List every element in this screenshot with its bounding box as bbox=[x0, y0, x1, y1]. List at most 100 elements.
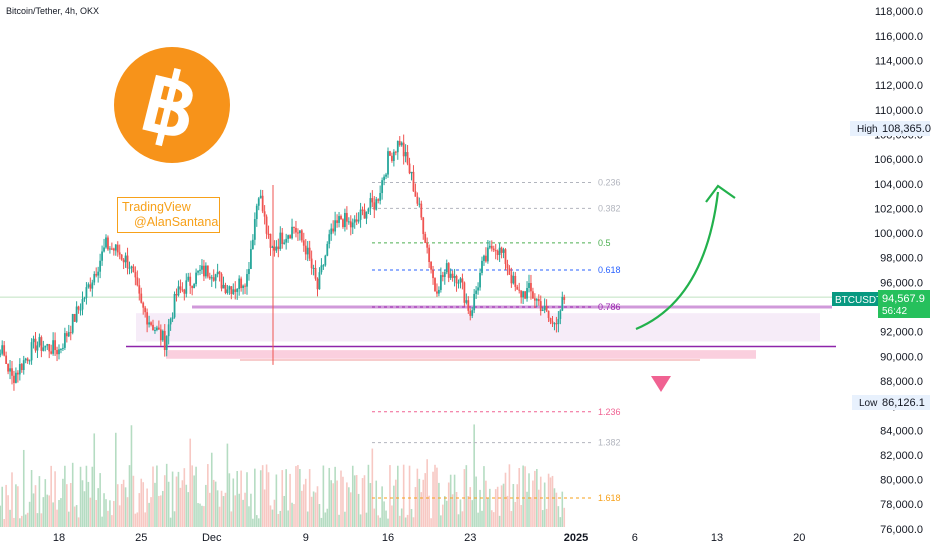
volume-bar bbox=[140, 478, 143, 527]
candle-body bbox=[293, 226, 295, 228]
fib-retracement[interactable]: 0.236 0.382 0.5 0.618 0.786 1.236 1.382 1.618 bbox=[372, 178, 621, 504]
candle-body bbox=[261, 195, 264, 212]
candle-body bbox=[500, 247, 503, 253]
volume-bar bbox=[9, 509, 11, 527]
volume-bar bbox=[549, 477, 552, 527]
candle-body bbox=[451, 273, 454, 278]
candle-body bbox=[240, 278, 243, 289]
candle-body bbox=[557, 318, 560, 325]
candle-body bbox=[232, 289, 235, 294]
candle-body bbox=[11, 368, 13, 376]
candle-body bbox=[89, 284, 92, 289]
volume-bar bbox=[38, 476, 41, 527]
price-axis[interactable]: 118,000.0 116,000.0 114,000.0 112,000.0 110,… bbox=[874, 6, 923, 536]
candle-body bbox=[287, 235, 290, 239]
candle-body bbox=[99, 260, 102, 272]
volume-bar bbox=[396, 465, 399, 527]
volume-bar bbox=[400, 508, 403, 527]
candle-body bbox=[408, 163, 411, 174]
candle-body bbox=[543, 305, 546, 310]
candle-body bbox=[530, 283, 532, 292]
candle-body bbox=[101, 251, 103, 261]
low-value: 86,126.1 bbox=[882, 397, 925, 409]
y-tick-label: 102,000.0 bbox=[874, 203, 923, 215]
time-axis[interactable]: 18 25 Dec 9 16 23 2025 6 13 20 bbox=[53, 532, 806, 544]
volume-bar bbox=[28, 501, 31, 527]
candle-body bbox=[347, 221, 350, 223]
candle-body bbox=[398, 140, 401, 146]
volume-bar bbox=[545, 508, 548, 527]
volume-bar bbox=[156, 465, 158, 527]
candle-body bbox=[152, 324, 154, 331]
candle-body bbox=[375, 199, 378, 210]
volume-bar bbox=[34, 485, 37, 527]
candle-body bbox=[159, 329, 162, 341]
candle-body bbox=[345, 212, 348, 222]
volume-bar bbox=[75, 505, 78, 527]
candle-body bbox=[392, 151, 395, 161]
candle-body bbox=[383, 176, 385, 181]
volume-bar bbox=[71, 462, 74, 527]
candle-body bbox=[201, 265, 203, 270]
candle-body bbox=[142, 302, 145, 308]
volume-bar bbox=[355, 475, 358, 527]
x-tick-label: 23 bbox=[464, 532, 476, 544]
candle-body bbox=[410, 171, 413, 174]
candle-body bbox=[324, 255, 327, 266]
candle-body bbox=[3, 345, 6, 356]
candle-body bbox=[71, 314, 74, 333]
candle-body bbox=[50, 351, 53, 354]
volume-bar bbox=[440, 515, 442, 527]
candle-body bbox=[275, 246, 278, 251]
y-tick-label: 98,000.0 bbox=[880, 253, 923, 265]
volume-bar bbox=[193, 475, 195, 527]
candle-body bbox=[306, 247, 309, 255]
candle-body bbox=[389, 151, 391, 156]
bitcoin-logo-icon: ฿ bbox=[114, 47, 230, 163]
volume-bar bbox=[210, 452, 213, 527]
candle-body bbox=[379, 193, 382, 201]
volume-bar bbox=[537, 489, 540, 527]
candle-body bbox=[248, 268, 250, 275]
volume-bar bbox=[20, 515, 23, 527]
candle-body bbox=[265, 216, 268, 234]
volume-bar bbox=[353, 475, 356, 527]
x-tick-label: 18 bbox=[53, 532, 65, 544]
volume-bar bbox=[469, 487, 472, 527]
candle-body bbox=[467, 300, 470, 311]
bar-countdown: 56:42 bbox=[882, 306, 907, 317]
candle-body bbox=[400, 142, 403, 146]
volume-bar bbox=[89, 497, 92, 527]
candle-body bbox=[508, 268, 511, 275]
candle-body bbox=[69, 332, 72, 334]
volume-bar bbox=[418, 478, 421, 527]
volume-bar bbox=[510, 511, 513, 527]
candle-body bbox=[116, 244, 119, 253]
y-tick-label: 112,000.0 bbox=[875, 80, 923, 92]
high-value: 108,365.0 bbox=[882, 123, 931, 135]
candle-body bbox=[234, 289, 237, 292]
volume-bar bbox=[17, 486, 19, 527]
candle-body bbox=[492, 248, 495, 251]
volume-bar bbox=[207, 464, 209, 527]
candle-body bbox=[156, 327, 158, 330]
volume-bar bbox=[520, 505, 522, 527]
volume-bar bbox=[342, 476, 344, 527]
volume-bar bbox=[46, 494, 49, 527]
volume-bar bbox=[459, 499, 462, 527]
volume-bar bbox=[87, 481, 90, 527]
last-price: 94,567.9 bbox=[882, 293, 925, 305]
volume-bar bbox=[120, 483, 123, 527]
annotations bbox=[635, 184, 736, 392]
candle-body bbox=[365, 211, 368, 219]
volume-bar bbox=[295, 466, 297, 527]
volume-bar bbox=[160, 495, 162, 527]
candle-body bbox=[226, 289, 229, 293]
volume-bar bbox=[379, 517, 381, 527]
volume-bar bbox=[402, 464, 405, 527]
candle-body bbox=[353, 219, 356, 223]
volume-bar bbox=[259, 470, 262, 527]
volume-bar bbox=[328, 467, 331, 527]
volume-bar bbox=[338, 514, 340, 527]
